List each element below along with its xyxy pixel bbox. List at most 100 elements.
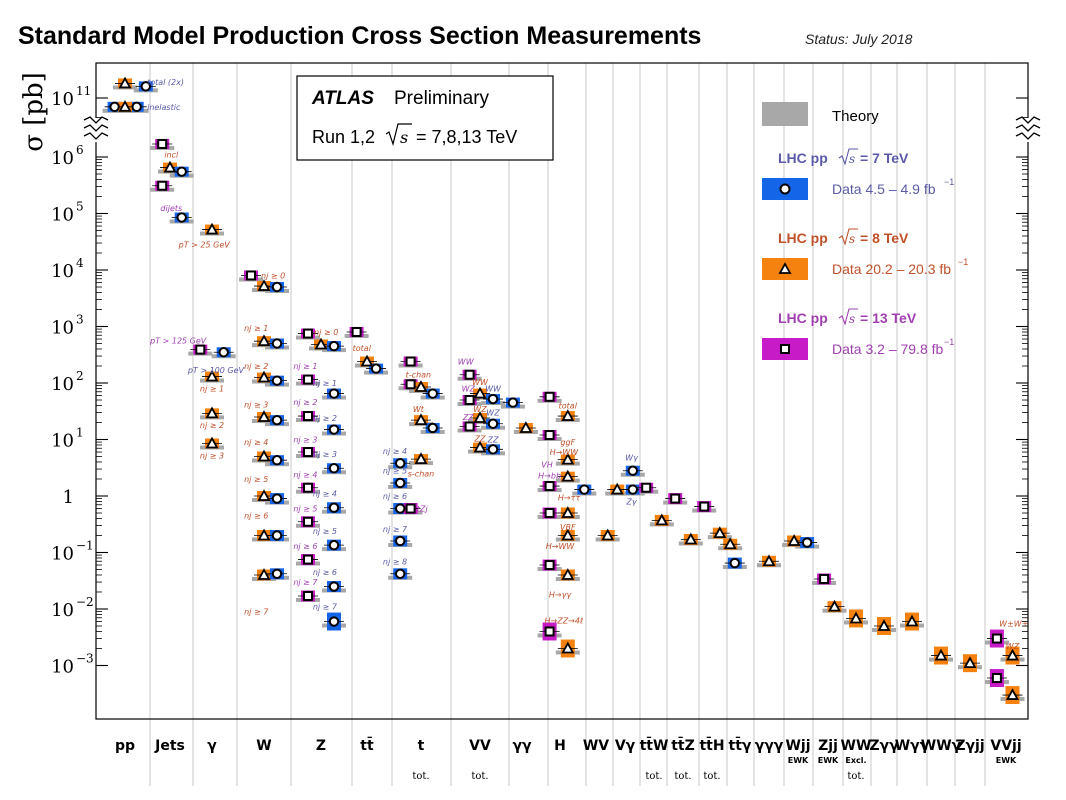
- category-label: WWγ: [921, 738, 962, 754]
- figure-title: Standard Model Production Cross Section …: [18, 22, 702, 50]
- category-label: Zγγ: [869, 738, 899, 754]
- annotation-label: dijets: [160, 204, 182, 213]
- annotation-label: VH: [541, 461, 553, 470]
- category-label: t: [418, 738, 425, 754]
- data-point-8tev: [787, 534, 801, 546]
- data-point-8tev: [314, 337, 328, 350]
- data-point-8tev: [257, 449, 271, 462]
- y-tick-exponent: 6: [76, 143, 84, 157]
- y-tick-exponent: 11: [76, 84, 91, 98]
- annotation-label: total: [559, 401, 578, 410]
- data-point-8tev: [561, 568, 575, 580]
- annotation-label: nj ≥ 2: [244, 362, 268, 371]
- data-point-7tev: [729, 557, 740, 569]
- legend-lhc13-title: LHC pp: [778, 310, 828, 326]
- data-point-8tev: [561, 641, 575, 654]
- annotation-label: WW: [458, 358, 475, 367]
- category-label: tt̄γ: [729, 735, 752, 754]
- data-point-8tev: [205, 406, 219, 419]
- data-point-13tev: [991, 673, 1002, 684]
- atlas-box: ATLAS Preliminary Run 1,2 s = 7,8,13 TeV: [296, 75, 554, 161]
- category-label: γγγ: [755, 738, 784, 754]
- data-point-8tev: [684, 532, 698, 545]
- data-point-8tev: [257, 568, 271, 580]
- legend-theory-swatch: [762, 102, 808, 126]
- category-label: tt̄: [360, 735, 374, 754]
- data-point-8tev: [713, 526, 727, 539]
- legend-lhc8-title: LHC pp: [778, 230, 828, 246]
- annotation-label: nj ≥ 5: [313, 527, 337, 536]
- data-point-13tev: [351, 326, 362, 337]
- annotation-label: nj ≥ 6: [313, 568, 337, 577]
- data-point-7tev: [328, 340, 340, 352]
- category-label: VVjj: [990, 738, 1021, 754]
- annotation-label: nj ≥ 2: [200, 421, 224, 430]
- data-point-8tev: [905, 614, 919, 627]
- data-point-8tev: [257, 489, 271, 501]
- y-tick-label: 10: [51, 318, 74, 339]
- data-point-13tev: [405, 503, 416, 514]
- data-point-13tev: [303, 411, 313, 422]
- annotation-label: VBF: [560, 523, 576, 532]
- data-point-7tev: [395, 477, 406, 489]
- annotation-label: H→WW: [550, 448, 580, 457]
- data-point-7tev: [395, 568, 406, 579]
- category-label: tt̄Z: [671, 735, 695, 754]
- legend-data8-label: Data 20.2 – 20.3 fb: [832, 261, 951, 277]
- annotation-label: nj ≥ 7: [313, 603, 338, 612]
- data-point-8tev: [360, 354, 374, 367]
- annotation-label: pT > 125 GeV: [149, 337, 207, 346]
- data-point-7tev: [427, 388, 438, 399]
- annotation-label: nj ≥ 4: [383, 447, 407, 456]
- data-point-8tev: [414, 413, 428, 426]
- annotation-label: ZZ: [487, 436, 499, 445]
- data-point-8tev: [257, 370, 271, 383]
- y-tick-exponent: 5: [76, 200, 84, 214]
- data-point-8tev: [257, 279, 271, 291]
- category-label: tt̄H: [699, 735, 724, 754]
- data-point-7tev: [487, 444, 499, 455]
- y-tick-label: 10: [51, 544, 74, 565]
- data-point-13tev: [544, 430, 555, 441]
- data-point-13tev: [544, 560, 555, 571]
- legend-lhc8-energy: = 8 TeV: [860, 230, 909, 246]
- annotation-label: total (2x): [147, 78, 184, 87]
- annotation-label: nj ≥ 4: [293, 471, 317, 480]
- data-point-7tev: [487, 418, 499, 429]
- data-point-8tev: [257, 410, 271, 422]
- annotation-label: nj ≥ 7: [244, 608, 269, 617]
- run-label: Run 1,2: [312, 127, 375, 147]
- data-point-8tev: [118, 99, 132, 112]
- legend-data7-label: Data 4.5 – 4.9 fb: [832, 181, 936, 197]
- category-label: γγ: [512, 738, 532, 754]
- legend-data7-exp: −1: [944, 177, 954, 187]
- data-point-13tev: [157, 180, 168, 191]
- data-point-8tev: [205, 222, 219, 235]
- annotation-label: Zγ: [625, 497, 637, 506]
- data-point-8tev: [561, 469, 575, 482]
- annotation-label: WZ: [473, 405, 487, 414]
- data-point-8tev: [473, 411, 487, 423]
- y-tick-label: 10: [51, 600, 74, 621]
- axis-break-left: [83, 116, 109, 142]
- data-point-13tev: [246, 270, 256, 281]
- data-point-7tev: [487, 393, 499, 405]
- data-point-8tev: [561, 452, 575, 465]
- data-point-13tev: [195, 344, 206, 355]
- data-point-8tev: [414, 380, 428, 392]
- data-point-7tev: [271, 375, 283, 386]
- annotation-label: nj ≥ 6: [383, 492, 407, 501]
- data-point-7tev: [140, 81, 152, 92]
- annotation-label: nj ≥ 4: [244, 438, 268, 447]
- data-point-13tev: [405, 379, 416, 390]
- annotation-label: nj ≥ 1: [313, 379, 337, 388]
- legend-data8-exp: −1: [958, 257, 968, 267]
- annotation-label: ggF: [560, 438, 575, 447]
- category-label: H: [554, 738, 566, 754]
- y-tick-exponent: −2: [76, 595, 94, 609]
- data-point-8tev: [561, 528, 575, 541]
- svg-text:s: s: [849, 312, 855, 326]
- data-point-13tev: [405, 356, 416, 367]
- data-point-7tev: [271, 530, 283, 541]
- category-label: WV: [583, 738, 609, 754]
